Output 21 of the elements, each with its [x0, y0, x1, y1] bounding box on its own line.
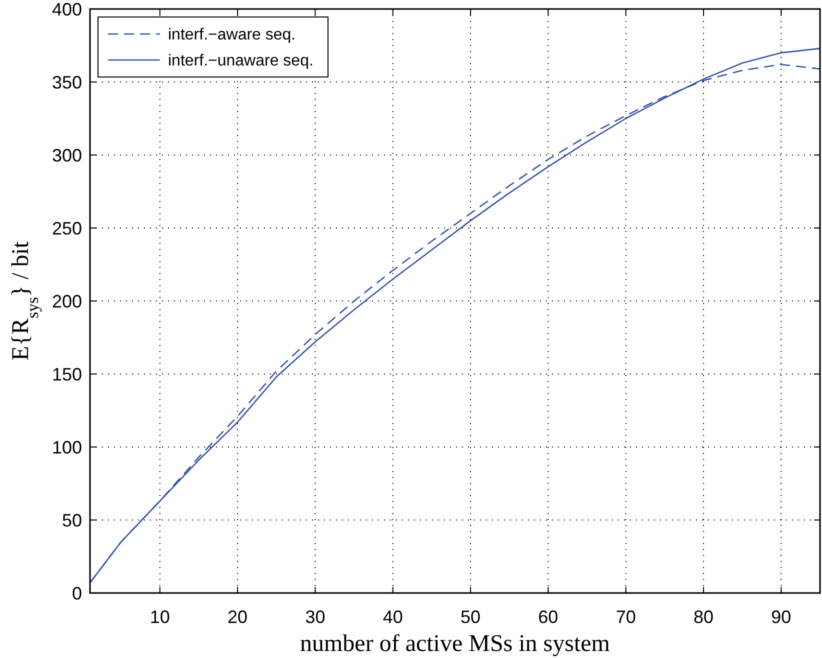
x-tick-label: 40 — [382, 607, 403, 627]
x-tick-label: 80 — [693, 607, 714, 627]
x-tick-label: 10 — [150, 607, 170, 627]
x-tick-label: 20 — [228, 607, 248, 627]
y-tick-label: 50 — [62, 510, 82, 530]
x-tick-label: 50 — [460, 607, 481, 627]
y-tick-label: 350 — [52, 72, 82, 92]
y-tick-label: 100 — [52, 437, 82, 458]
x-tick-label: 60 — [538, 607, 558, 627]
y-tick-label: 0 — [72, 583, 82, 604]
x-tick-label: 30 — [305, 607, 326, 627]
legend-label: interf.−aware seq. — [168, 26, 296, 44]
legend-label: interf.−unaware seq. — [168, 52, 314, 70]
x-tick-label: 70 — [616, 607, 636, 627]
y-tick-label: 200 — [52, 291, 82, 312]
y-tick-label: 400 — [52, 0, 82, 20]
x-axis-title: number of active MSs in system — [300, 631, 610, 657]
y-tick-label: 300 — [52, 145, 82, 166]
x-tick-label: 90 — [771, 607, 792, 627]
y-tick-label: 250 — [52, 218, 82, 238]
y-tick-label: 150 — [52, 364, 82, 384]
